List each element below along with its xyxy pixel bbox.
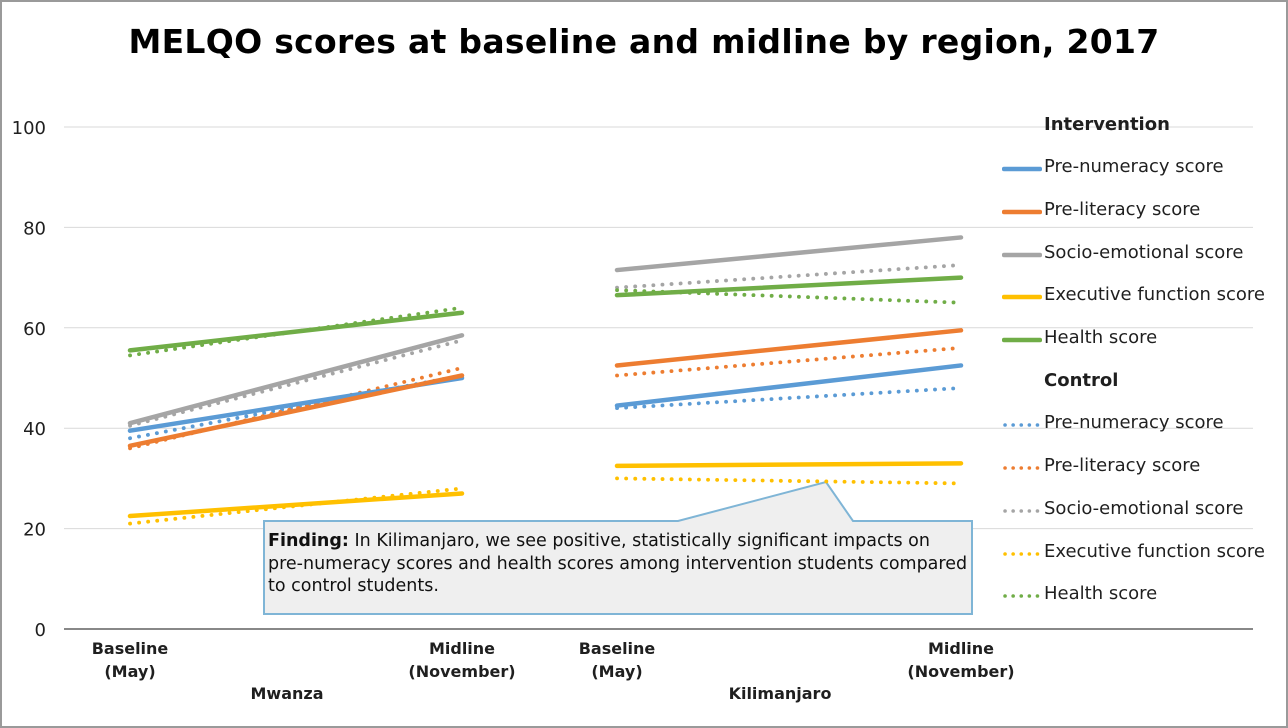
legend-line-solid-blue [1002,166,1042,172]
x-tick-label-line: Midline [928,639,994,658]
legend-item-intervention-pre-numeracy: Pre-numeracy score [1002,156,1286,182]
legend-item-intervention-socio-emotional: Socio-emotional score [1002,242,1286,268]
legend-item-intervention-pre-literacy: Pre-literacy score [1002,199,1286,225]
series-intervention-executive-function-score-kilimanjaro [614,461,964,469]
group-label-mwanza: Mwanza [251,684,324,703]
legend-line-dotted-green [1003,594,1042,598]
legend-label: Pre-literacy score [1044,199,1201,220]
finding-label: Finding: [268,531,349,551]
legend-item-control-socio-emotional: Socio-emotional score [1002,498,1286,524]
legend-line-solid-gray [1002,252,1042,258]
x-tick-label: Baseline (May) [579,639,656,681]
series-intervention-pre-numeracy-score-kilimanjaro [614,363,964,408]
legend-line-dotted-orange [1003,466,1042,470]
series-control-executive-function-score-kilimanjaro [615,476,963,486]
legend-line-solid-yellow [1002,294,1042,300]
x-tick-label-line: Baseline [92,639,169,658]
legend-heading-intervention: Intervention [1044,114,1170,135]
series-intervention-health-score-kilimanjaro [614,275,964,298]
series-intervention-pre-literacy-score-mwanza [127,373,465,449]
legend-label: Socio-emotional score [1044,498,1244,519]
legend-label: Pre-numeracy score [1044,412,1224,433]
series-intervention-socio-emotional-score-kilimanjaro [614,235,964,273]
x-tick-label: Baseline (May) [92,639,169,681]
x-tick-label-line: (May) [104,662,155,681]
legend-label: Pre-numeracy score [1044,156,1224,177]
legend-line-solid-green [1002,337,1042,343]
legend-line-solid-orange [1002,209,1042,215]
legend-item-intervention-health: Health score [1002,327,1286,353]
y-tick-label: 80 [23,218,46,239]
y-tick-label: 0 [35,620,46,641]
series-intervention-socio-emotional-score-mwanza [127,333,465,426]
y-tick-label: 40 [23,419,46,440]
legend-label: Pre-literacy score [1044,455,1201,476]
x-tick-label: Midline (November) [408,639,515,681]
series-control-pre-numeracy-score-kilimanjaro [615,386,963,411]
y-tick-label: 60 [23,319,46,340]
legend-label: Socio-emotional score [1044,242,1244,263]
series-intervention-pre-literacy-score-kilimanjaro [614,328,964,368]
finding-callout-text: Finding: In Kilimanjaro, we see positive… [268,530,968,598]
legend-item-intervention-executive-function: Executive function score [1002,284,1286,310]
legend-heading-control: Control [1044,370,1119,391]
y-tick-label: 100 [12,118,46,139]
series-intervention-health-score-mwanza [127,310,465,353]
series-control-health-score-mwanza [128,305,464,358]
finding-callout-box [263,480,973,615]
legend-label: Executive function score [1044,541,1265,562]
series-intervention-executive-function-score-mwanza [127,491,465,519]
x-tick-label-line: (November) [408,662,515,681]
x-tick-label-line: Midline [429,639,495,658]
legend-line-dotted-gray [1003,509,1042,513]
legend-item-control-pre-numeracy: Pre-numeracy score [1002,412,1286,438]
legend-label: Health score [1044,327,1158,348]
y-tick-label: 20 [23,520,46,541]
legend-item-control-health: Health score [1002,583,1286,609]
finding-text: In Kilimanjaro, we see positive, statist… [268,531,968,596]
group-label-kilimanjaro: Kilimanjaro [729,684,832,703]
series-control-socio-emotional-score-mwanza [128,338,464,428]
x-tick-label-line: (May) [591,662,642,681]
x-tick-label-line: (November) [907,662,1014,681]
legend-label: Executive function score [1044,284,1265,305]
x-tick-label: Midline (November) [907,639,1014,681]
series-control-health-score-kilimanjaro [615,288,963,305]
chart-title: MELQO scores at baseline and midline by … [128,22,1160,61]
legend-item-control-executive-function: Executive function score [1002,541,1286,567]
legend-item-control-pre-literacy: Pre-literacy score [1002,455,1286,481]
x-tick-label-line: Baseline [579,639,656,658]
series-control-pre-literacy-score-kilimanjaro [615,345,963,378]
legend-line-dotted-blue [1003,423,1042,427]
legend-label: Health score [1044,583,1158,604]
series-control-socio-emotional-score-kilimanjaro [615,263,963,290]
series-control-executive-function-score-mwanza [128,486,464,526]
legend-line-dotted-yellow [1003,552,1042,556]
